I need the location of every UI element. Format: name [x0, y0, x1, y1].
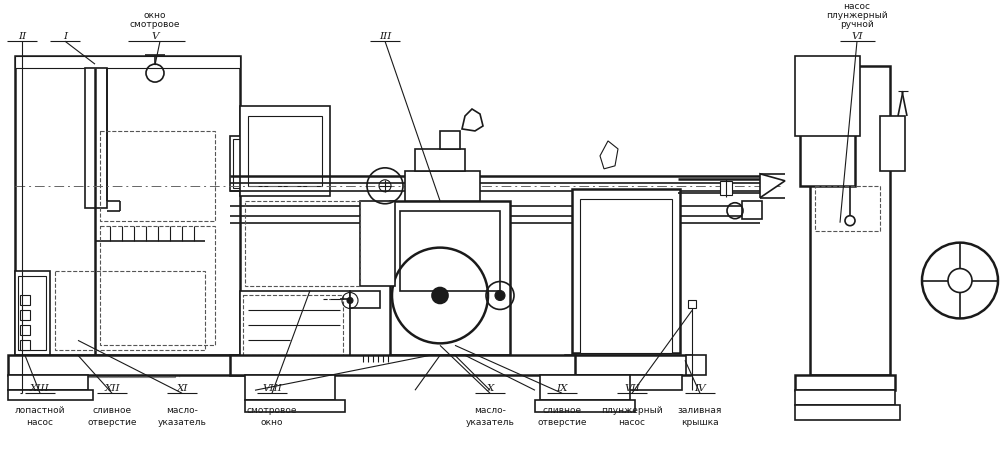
Text: IX: IX: [556, 384, 568, 393]
Bar: [15, 56, 240, 355]
Bar: [100, 131, 215, 221]
Bar: [8, 390, 93, 400]
Bar: [240, 106, 330, 196]
Text: XI: XI: [176, 384, 188, 393]
Bar: [405, 171, 480, 201]
Polygon shape: [462, 109, 483, 131]
Bar: [720, 181, 732, 195]
Bar: [415, 149, 465, 171]
Bar: [742, 201, 762, 219]
Bar: [243, 296, 343, 355]
Bar: [55, 271, 205, 350]
Bar: [20, 296, 30, 306]
Bar: [572, 375, 682, 390]
Text: VI: VI: [851, 32, 863, 41]
Text: крышка: крышка: [681, 418, 719, 427]
Bar: [815, 186, 880, 231]
Bar: [8, 355, 248, 375]
Bar: [245, 375, 335, 400]
Text: сливное: сливное: [542, 406, 582, 415]
Circle shape: [495, 290, 505, 300]
Bar: [18, 276, 46, 350]
Bar: [580, 199, 672, 353]
Bar: [686, 355, 706, 375]
Text: насос: насос: [26, 418, 54, 427]
Text: лопастной: лопастной: [15, 406, 65, 415]
Text: окно: окно: [144, 11, 166, 20]
Bar: [100, 226, 215, 345]
Bar: [245, 201, 360, 286]
Bar: [795, 56, 860, 136]
Bar: [540, 375, 630, 400]
Text: VIII: VIII: [262, 384, 282, 393]
Text: смотровое: смотровое: [247, 406, 297, 415]
Text: ручной: ручной: [840, 20, 874, 29]
Text: заливная: заливная: [678, 406, 722, 415]
Polygon shape: [760, 174, 785, 198]
Bar: [20, 310, 30, 320]
Text: XII: XII: [104, 384, 120, 393]
Bar: [15, 56, 240, 68]
Text: II: II: [18, 32, 26, 41]
Bar: [233, 139, 267, 188]
Text: отверстие: отверстие: [537, 418, 587, 427]
Bar: [390, 355, 510, 375]
Text: IV: IV: [694, 384, 706, 393]
Circle shape: [347, 298, 353, 304]
Bar: [15, 271, 50, 355]
Bar: [535, 400, 635, 412]
Text: плунжерный: плунжерный: [601, 406, 663, 415]
Text: VII: VII: [624, 384, 640, 393]
Text: I: I: [63, 32, 67, 41]
Text: указатель: указатель: [158, 418, 206, 427]
Bar: [880, 116, 905, 171]
Bar: [350, 290, 380, 308]
Bar: [795, 375, 895, 390]
Text: указатель: указатель: [466, 418, 514, 427]
Bar: [572, 189, 680, 353]
Bar: [20, 341, 30, 350]
Bar: [810, 66, 890, 375]
Bar: [230, 136, 270, 191]
Text: окно: окно: [261, 418, 283, 427]
Text: X: X: [486, 384, 494, 393]
Bar: [565, 355, 690, 375]
Text: отверстие: отверстие: [87, 418, 137, 427]
Bar: [360, 201, 395, 286]
Bar: [440, 131, 460, 149]
Bar: [800, 66, 855, 186]
Bar: [390, 201, 510, 360]
Text: плунжерный: плунжерный: [826, 11, 888, 20]
Bar: [230, 355, 575, 375]
Bar: [20, 325, 30, 335]
Bar: [85, 68, 107, 208]
Bar: [400, 211, 500, 290]
Text: V: V: [151, 32, 159, 41]
Text: сливное: сливное: [92, 406, 132, 415]
Text: III: III: [379, 32, 391, 41]
Bar: [815, 390, 890, 415]
Bar: [248, 116, 322, 186]
Text: XIII: XIII: [30, 384, 50, 393]
Text: масло-: масло-: [474, 406, 506, 415]
Bar: [795, 390, 895, 405]
Bar: [8, 375, 88, 390]
Polygon shape: [600, 141, 618, 169]
Bar: [240, 290, 350, 360]
Text: масло-: масло-: [166, 406, 198, 415]
Text: насос: насос: [844, 2, 870, 11]
Circle shape: [432, 288, 448, 304]
Text: насос: насос: [618, 418, 646, 427]
Bar: [795, 405, 900, 420]
Bar: [688, 300, 696, 308]
Bar: [55, 355, 175, 377]
Bar: [245, 400, 345, 412]
Text: смотровое: смотровое: [130, 20, 180, 29]
